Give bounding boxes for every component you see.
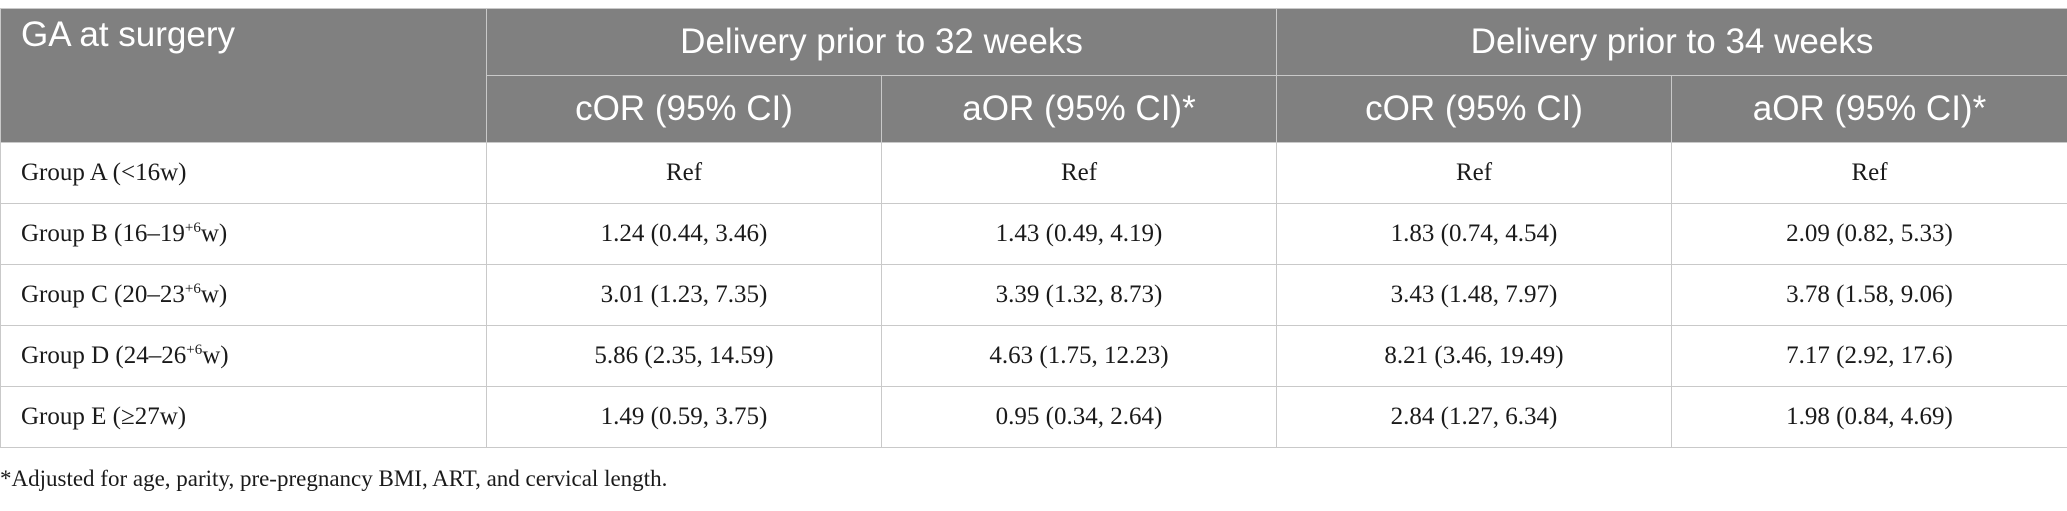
table-footnote: *Adjusted for age, parity, pre-pregnancy… bbox=[0, 466, 668, 491]
header-row-subheaders: cOR (95% CI) aOR (95% CI)* cOR (95% CI) … bbox=[1, 75, 2067, 143]
table-row: Group E (≥27w) 1.49 (0.59, 3.75) 0.95 (0… bbox=[0, 386, 2067, 448]
group-header-34-weeks: Delivery prior to 34 weeks bbox=[1276, 8, 2067, 76]
row-label-suffix: w) bbox=[202, 342, 229, 369]
row-label-text: Group D (24–26 bbox=[21, 342, 187, 369]
table-cell: Ref bbox=[486, 142, 882, 204]
header-row-groups: GA at surgery Delivery prior to 32 weeks… bbox=[0, 8, 2067, 143]
subheader-aor-34: aOR (95% CI)* bbox=[1671, 75, 2067, 143]
table-cell: Ref bbox=[1671, 142, 2067, 204]
table-row: Group B (16–19+6w) 1.24 (0.44, 3.46) 1.4… bbox=[0, 203, 2067, 265]
row-label-suffix: w) bbox=[200, 281, 228, 308]
table-row: Group A (<16w) Ref Ref Ref Ref bbox=[0, 142, 2067, 204]
table-cell: 1.98 (0.84, 4.69) bbox=[1671, 386, 2067, 448]
subheader-cor-32: cOR (95% CI) bbox=[486, 75, 882, 143]
table-cell: 3.43 (1.48, 7.97) bbox=[1276, 264, 1672, 326]
table-row: Group D (24–26+6w) 5.86 (2.35, 14.59) 4.… bbox=[0, 325, 2067, 387]
table-container: GA at surgery Delivery prior to 32 weeks… bbox=[0, 8, 2067, 448]
row-label-text: Group B (16–19 bbox=[21, 220, 185, 247]
row-label: Group E (≥27w) bbox=[0, 386, 487, 448]
table-cell: 1.43 (0.49, 4.19) bbox=[881, 203, 1277, 265]
table-cell: Ref bbox=[881, 142, 1277, 204]
table-cell: 7.17 (2.92, 17.6) bbox=[1671, 325, 2067, 387]
table-cell: 8.21 (3.46, 19.49) bbox=[1276, 325, 1672, 387]
table-cell: 5.86 (2.35, 14.59) bbox=[486, 325, 882, 387]
subheader-aor-32: aOR (95% CI)* bbox=[881, 75, 1277, 143]
row-label: Group B (16–19+6w) bbox=[0, 203, 487, 265]
odds-ratio-table: GA at surgery Delivery prior to 32 weeks… bbox=[0, 8, 2067, 448]
row-label: Group A (<16w) bbox=[0, 142, 487, 204]
table-cell: 3.78 (1.58, 9.06) bbox=[1671, 264, 2067, 326]
group-header-32-weeks: Delivery prior to 32 weeks bbox=[486, 8, 1277, 76]
table-row: Group C (20–23+6w) 3.01 (1.23, 7.35) 3.3… bbox=[0, 264, 2067, 326]
table-header: GA at surgery Delivery prior to 32 weeks… bbox=[0, 8, 2067, 143]
table-cell: 0.95 (0.34, 2.64) bbox=[881, 386, 1277, 448]
table-cell: 1.49 (0.59, 3.75) bbox=[486, 386, 882, 448]
table-cell: 4.63 (1.75, 12.23) bbox=[881, 325, 1277, 387]
row-label-suffix: w) bbox=[200, 220, 228, 247]
table-body: Group A (<16w) Ref Ref Ref Ref Group B (… bbox=[0, 142, 2067, 448]
row-label-superscript: +6 bbox=[184, 220, 201, 236]
table-cell: 3.39 (1.32, 8.73) bbox=[881, 264, 1277, 326]
table-cell: 2.84 (1.27, 6.34) bbox=[1276, 386, 1672, 448]
row-label: Group C (20–23+6w) bbox=[0, 264, 487, 326]
row-label-superscript: +6 bbox=[186, 342, 203, 358]
subheader-cor-34: cOR (95% CI) bbox=[1276, 75, 1672, 143]
row-label: Group D (24–26+6w) bbox=[0, 325, 487, 387]
table-cell: 3.01 (1.23, 7.35) bbox=[486, 264, 882, 326]
table-cell: Ref bbox=[1276, 142, 1672, 204]
table-cell: 2.09 (0.82, 5.33) bbox=[1671, 203, 2067, 265]
stub-header: GA at surgery bbox=[0, 8, 487, 143]
table-cell: 1.83 (0.74, 4.54) bbox=[1276, 203, 1672, 265]
row-label-text: Group C (20–23 bbox=[21, 281, 185, 308]
row-label-superscript: +6 bbox=[184, 281, 201, 297]
table-cell: 1.24 (0.44, 3.46) bbox=[486, 203, 882, 265]
